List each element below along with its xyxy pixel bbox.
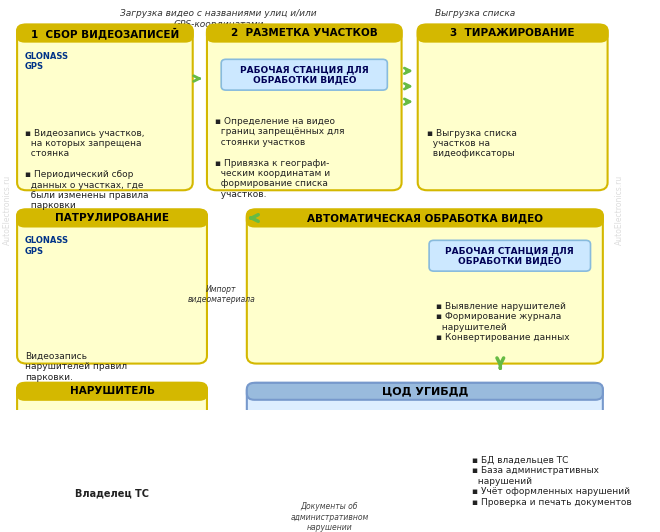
FancyBboxPatch shape — [247, 383, 603, 400]
FancyBboxPatch shape — [17, 210, 207, 363]
Text: https://: https:// — [309, 280, 317, 308]
Text: ПАТРУЛИРОВАНИЕ: ПАТРУЛИРОВАНИЕ — [55, 213, 169, 223]
FancyBboxPatch shape — [207, 24, 401, 41]
Text: ▪ Видеозапись участков,
  на которых запрещена
  стоянка

▪ Периодический сбор
 : ▪ Видеозапись участков, на которых запре… — [24, 129, 148, 211]
Text: Владелец ТС: Владелец ТС — [75, 488, 149, 498]
Text: GLONASS
GPS: GLONASS GPS — [24, 52, 69, 71]
FancyBboxPatch shape — [418, 24, 608, 190]
FancyBboxPatch shape — [247, 383, 603, 518]
Text: https://: https:// — [309, 96, 317, 123]
Text: ▪ Выявление нарушителей
▪ Формирование журнала
  нарушителей
▪ Конвертирование д: ▪ Выявление нарушителей ▪ Формирование ж… — [436, 302, 570, 342]
FancyBboxPatch shape — [17, 383, 207, 400]
Text: Загрузка видео с названиями улиц и/или
GPS-координатами: Загрузка видео с названиями улиц и/или G… — [120, 9, 317, 29]
Text: РАБОЧАЯ СТАНЦИЯ ДЛЯ
ОБРАБОТКИ ВИДЕО: РАБОЧАЯ СТАНЦИЯ ДЛЯ ОБРАБОТКИ ВИДЕО — [446, 246, 574, 265]
Text: GLONASS
GPS: GLONASS GPS — [24, 237, 69, 256]
FancyBboxPatch shape — [17, 210, 207, 227]
Text: ЦОД УГИБДД: ЦОД УГИБДД — [381, 386, 468, 396]
Text: AutoElectronics.ru: AutoElectronics.ru — [614, 174, 624, 245]
Text: 3  ТИРАЖИРОВАНИЕ: 3 ТИРАЖИРОВАНИЕ — [450, 28, 575, 38]
Text: Импорт
видеоматериала: Импорт видеоматериала — [187, 285, 255, 304]
Text: AutoElectronics.ru: AutoElectronics.ru — [3, 174, 12, 245]
Text: ▪ Определение на видео
  границ запрещённых для
  стоянки участков

▪ Привязка к: ▪ Определение на видео границ запрещённы… — [214, 117, 344, 199]
Text: Документы об
административном
нарушении: Документы об административном нарушении — [290, 502, 368, 532]
Text: НАРУШИТЕЛЬ: НАРУШИТЕЛЬ — [69, 386, 154, 396]
FancyBboxPatch shape — [221, 59, 387, 90]
FancyBboxPatch shape — [207, 24, 401, 190]
Text: Выгрузка списка: Выгрузка списка — [434, 9, 515, 18]
FancyBboxPatch shape — [17, 24, 193, 190]
Text: Видеозапись
нарушителей правил
парковки.: Видеозапись нарушителей правил парковки. — [24, 352, 127, 382]
Text: ▪ Выгрузка списка
  участков на
  видеофиксаторы: ▪ Выгрузка списка участков на видеофикса… — [427, 129, 517, 159]
Text: 2  РАЗМЕТКА УЧАСТКОВ: 2 РАЗМЕТКА УЧАСТКОВ — [231, 28, 378, 38]
FancyBboxPatch shape — [418, 24, 608, 41]
FancyBboxPatch shape — [17, 24, 193, 41]
FancyBboxPatch shape — [247, 210, 603, 227]
Text: ▪ БД владельцев ТС
▪ База административных
  нарушений
▪ Учёт оформленных наруше: ▪ БД владельцев ТС ▪ База административн… — [472, 456, 632, 506]
Text: АВТОМАТИЧЕСКАЯ ОБРАБОТКА ВИДЕО: АВТОМАТИЧЕСКАЯ ОБРАБОТКА ВИДЕО — [307, 213, 543, 223]
FancyBboxPatch shape — [429, 240, 591, 271]
FancyBboxPatch shape — [17, 383, 207, 518]
FancyBboxPatch shape — [247, 210, 603, 363]
Text: РАБОЧАЯ СТАНЦИЯ ДЛЯ
ОБРАБОТКИ ВИДЕО: РАБОЧАЯ СТАНЦИЯ ДЛЯ ОБРАБОТКИ ВИДЕО — [240, 65, 369, 85]
Text: 1  СБОР ВИДЕОЗАПИСЕЙ: 1 СБОР ВИДЕОЗАПИСЕЙ — [31, 27, 179, 39]
